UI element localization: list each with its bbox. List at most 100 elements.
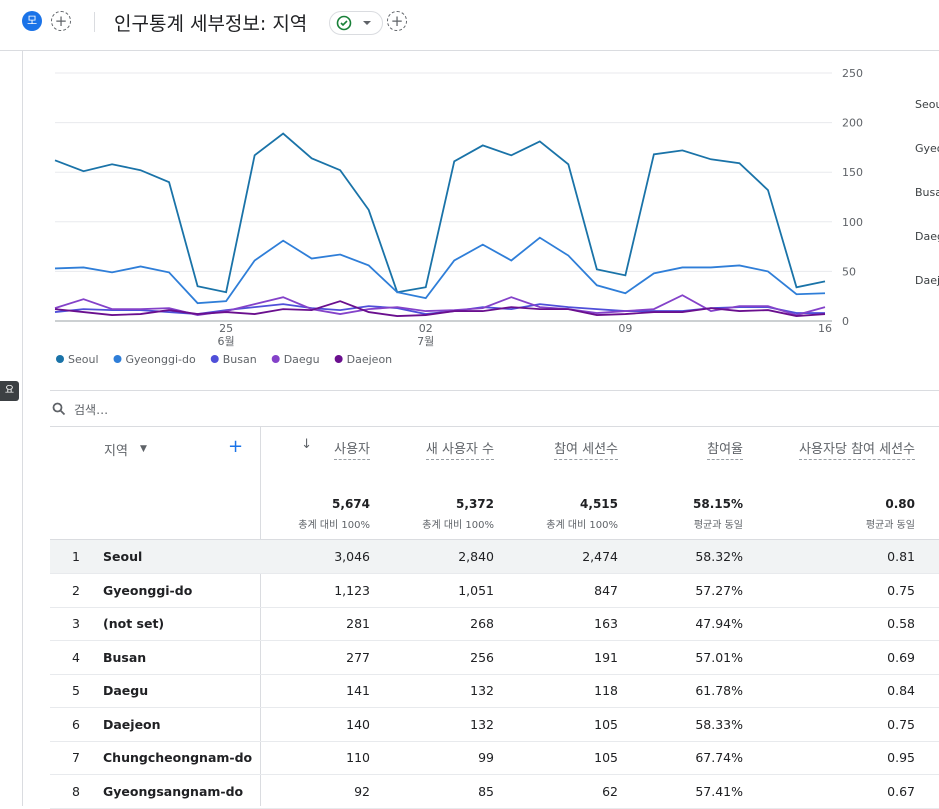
metric: 0.81 — [887, 549, 915, 564]
column-header: 참여율 — [707, 438, 743, 460]
legend-label: Busan — [223, 353, 257, 366]
separator — [50, 390, 939, 391]
metric: 140 — [346, 716, 370, 732]
region: Gyeongsangnam-do — [103, 783, 244, 799]
add-button[interactable]: + — [387, 11, 407, 31]
region: Chungcheongnam-do — [103, 750, 253, 765]
table-row: 1 Seoul 3,046 2,840 2,474 58.32% 0.81 — [50, 540, 939, 574]
region: Daegu — [103, 683, 149, 698]
total-note: 총계 대비 100% — [546, 520, 618, 531]
metric: 0.58 — [887, 616, 915, 631]
table-row: 3 (not set) 281 268 163 47.94% 0.58 — [50, 607, 939, 641]
side-legend-label: Seoul — [915, 98, 939, 111]
avatar[interactable]: 모 — [22, 11, 42, 31]
status-icon — [336, 15, 371, 31]
table-row: 8 Gyeongsangnam-do 92 85 62 57.41% 0.67 — [50, 775, 939, 809]
row-index: 4 — [72, 649, 80, 665]
total-note: 평균과 동일 — [693, 520, 743, 531]
row-index: 6 — [72, 716, 80, 732]
table-row: 2 Gyeonggi-do 1,123 1,051 847 57.27% 0.75 — [50, 574, 939, 608]
row-index: 2 — [72, 582, 80, 598]
region: Seoul — [103, 549, 143, 564]
x-tick-sublabel: 7월 — [417, 335, 434, 348]
side-legend-label: Gyeonggi-do — [915, 142, 939, 155]
legend-label: Daejeon — [347, 353, 393, 366]
metric: 47.94% — [695, 616, 743, 631]
legend-dot — [113, 355, 122, 363]
metric: 0.75 — [887, 582, 915, 598]
side-legend-label: Daejeon — [915, 274, 939, 287]
metric: 847 — [594, 582, 618, 598]
total-value: 4,515 — [580, 497, 618, 511]
metric: 61.78% — [695, 683, 743, 698]
metric: 1,123 — [334, 582, 370, 598]
legend-label: Seoul — [68, 353, 99, 366]
total-note: 총계 대비 100% — [422, 520, 494, 531]
metric: 191 — [594, 649, 618, 665]
series-line — [54, 132, 826, 294]
metric: 2,840 — [458, 549, 494, 564]
metric: 0.67 — [887, 783, 915, 799]
region: Busan — [103, 649, 147, 665]
y-tick-label: 250 — [842, 67, 863, 80]
x-tick-label: 09 — [618, 322, 632, 335]
y-tick-label: 0 — [842, 315, 849, 328]
metric: 92 — [354, 783, 370, 799]
sidebar-border — [22, 51, 23, 806]
legend-dot — [56, 355, 64, 363]
table-top — [50, 426, 939, 427]
total-note: 평균과 동일 — [865, 520, 915, 531]
metric: 163 — [594, 616, 618, 631]
legend-label: Daegu — [284, 353, 320, 366]
row-index: 5 — [72, 683, 80, 698]
metric: 110 — [346, 750, 370, 765]
total-value: 5,674 — [332, 497, 370, 511]
add-button[interactable]: + — [51, 11, 71, 31]
column-header: 사용자 — [334, 438, 370, 460]
metric: 99 — [478, 750, 494, 765]
x-tick-label: 16 — [818, 322, 832, 335]
metric: 118 — [594, 683, 618, 698]
metric: 58.33% — [695, 716, 743, 732]
metric: 0.69 — [887, 649, 915, 665]
side-legend-label: Busan — [915, 186, 939, 199]
series-line — [54, 300, 826, 317]
column-header: 참여 세션수 — [554, 438, 618, 460]
metric: 0.75 — [887, 716, 915, 732]
sort-arrow: ↓ — [301, 437, 312, 452]
x-tick-label: 02 — [419, 322, 433, 335]
metric: 57.41% — [695, 783, 743, 799]
row-index: 1 — [72, 549, 80, 564]
metric: 132 — [470, 716, 494, 732]
total-value: 0.80 — [885, 497, 915, 511]
series-line — [54, 236, 826, 305]
metric: 58.32% — [695, 549, 743, 564]
header-bottom — [50, 539, 939, 540]
region: Daejeon — [103, 716, 161, 732]
legend-dot — [334, 355, 343, 363]
page-title: 인구통계 세부정보: 지역 — [114, 13, 308, 35]
column-header: 사용자당 참여 세션수 — [799, 438, 915, 460]
search-icon — [52, 402, 66, 416]
search-input[interactable]: 검색… — [74, 403, 109, 417]
total-value: 5,372 — [456, 497, 494, 511]
legend-dot — [271, 355, 280, 363]
tooltip-badge: 요 — [0, 381, 19, 401]
total-note: 총계 대비 100% — [298, 520, 370, 531]
x-tick-label: 25 — [219, 322, 233, 335]
column-divider — [260, 427, 261, 806]
dropdown-arrow: ▼ — [140, 444, 147, 454]
metric: 105 — [594, 716, 618, 732]
metric: 2,474 — [582, 549, 618, 564]
add-dimension: + — [228, 436, 244, 457]
y-tick-label: 150 — [842, 166, 863, 179]
metric: 67.74% — [695, 750, 743, 765]
table-row: 5 Daegu 141 132 118 61.78% 0.84 — [50, 674, 939, 708]
metric: 268 — [470, 616, 494, 631]
status-dropdown[interactable] — [329, 11, 383, 35]
legend-label: Gyeonggi-do — [126, 353, 196, 366]
metric: 281 — [346, 616, 370, 631]
metric: 85 — [478, 783, 494, 799]
metric: 62 — [602, 783, 618, 799]
y-tick-label: 200 — [842, 117, 863, 130]
